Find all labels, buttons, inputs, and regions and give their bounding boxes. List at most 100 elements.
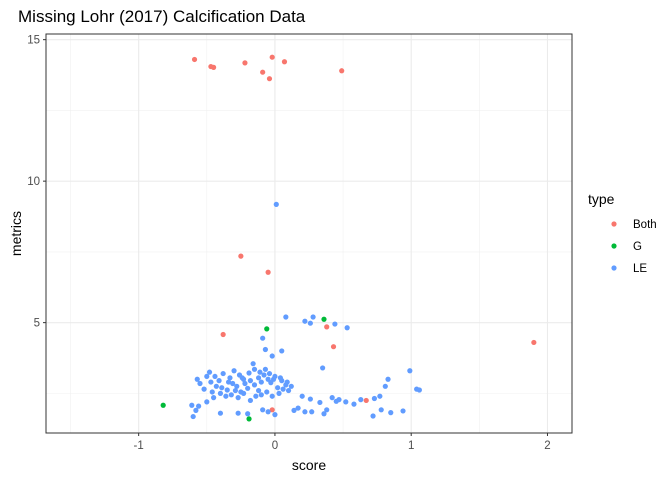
data-point-le [217, 390, 224, 396]
data-point-le [240, 390, 247, 396]
data-point-le [217, 410, 224, 416]
data-point-le [235, 395, 241, 401]
legend-key-both [611, 221, 617, 227]
data-point-le [220, 370, 226, 377]
data-point-le [261, 372, 267, 378]
data-point-le [219, 385, 225, 391]
data-point-le [247, 378, 254, 384]
data-point-le [193, 407, 199, 413]
x-tick-label: 0 [272, 440, 278, 452]
data-point-le [264, 389, 270, 395]
data-point-both [531, 339, 537, 346]
data-point-le [277, 375, 283, 381]
data-point-le [227, 375, 233, 381]
data-point-le [332, 321, 338, 327]
data-point-le [302, 409, 308, 415]
data-point-le [344, 325, 350, 331]
data-point-le [358, 397, 364, 403]
data-point-le [333, 398, 339, 404]
data-point-le [230, 380, 236, 387]
data-point-le [329, 395, 335, 401]
data-point-le [253, 393, 259, 399]
data-point-le [212, 373, 218, 380]
data-point-both [269, 54, 275, 60]
x-tick-label: -1 [134, 440, 144, 452]
data-point-le [251, 366, 258, 372]
data-point-le [255, 387, 262, 394]
x-tick-label: 1 [408, 440, 414, 452]
data-point-le [307, 320, 313, 326]
data-point-le [255, 375, 262, 381]
x-tick-label: 2 [544, 440, 550, 452]
data-point-le [226, 379, 232, 385]
data-point-le [258, 392, 264, 398]
legend-key-g [611, 243, 617, 249]
data-point-both [363, 397, 369, 404]
data-point-le [388, 410, 394, 416]
data-point-both [266, 76, 273, 82]
data-point-both [265, 269, 271, 275]
data-point-g [160, 402, 166, 408]
data-point-le [228, 392, 234, 398]
data-point-le [224, 387, 230, 393]
legend-key-le [611, 265, 617, 271]
data-point-le [204, 399, 210, 405]
data-point-le [382, 383, 388, 389]
data-point-le [239, 375, 245, 381]
data-point-le [231, 368, 237, 374]
data-point-both [191, 56, 198, 63]
data-point-le [209, 389, 215, 395]
data-point-le [378, 407, 384, 413]
y-tick-label: 15 [27, 35, 40, 47]
data-point-le [283, 314, 289, 320]
data-point-both [269, 407, 275, 413]
data-point-le [206, 369, 213, 375]
data-point-le [242, 380, 248, 387]
data-point-both [220, 331, 226, 338]
data-point-le [324, 407, 330, 413]
data-point-le [291, 407, 297, 413]
data-point-le [194, 376, 200, 382]
data-point-le [320, 365, 326, 371]
data-point-le [245, 411, 251, 417]
data-point-le [251, 382, 258, 388]
data-point-le [265, 409, 271, 415]
data-point-le [270, 376, 277, 382]
panel-border [45, 33, 573, 434]
data-point-le [416, 387, 422, 393]
chart-title: Missing Lohr (2017) Calcification Data [18, 7, 306, 26]
data-point-le [343, 399, 349, 405]
data-point-le [257, 369, 263, 375]
data-point-le [385, 376, 391, 382]
data-point-le [280, 386, 286, 392]
data-point-le [309, 409, 315, 415]
data-point-le [223, 393, 229, 399]
data-point-le [262, 346, 268, 353]
data-point-le [377, 393, 383, 399]
data-point-le [266, 370, 273, 377]
data-point-g [246, 416, 252, 422]
y-axis-ticks: 5 10 15 [27, 35, 46, 330]
y-tick-label: 10 [27, 176, 40, 188]
data-point-le [276, 390, 282, 396]
data-point-le [245, 385, 251, 391]
data-point-le [250, 361, 256, 367]
grid-major [46, 34, 572, 433]
data-point-both [242, 60, 248, 66]
grid-minor [46, 34, 572, 433]
data-point-le [295, 405, 301, 411]
data-point-le [235, 410, 241, 416]
data-point-le [275, 385, 281, 391]
data-point-le [247, 397, 254, 404]
data-point-le [400, 408, 406, 414]
data-point-le [201, 386, 207, 392]
y-axis-title: metrics [8, 211, 24, 256]
data-point-le [371, 395, 378, 402]
data-point-le [307, 396, 313, 402]
data-point-le [269, 393, 275, 399]
data-point-le [273, 201, 279, 207]
data-point-both [211, 64, 217, 70]
data-point-le [262, 366, 268, 372]
data-point-le [258, 379, 264, 385]
data-point-le [234, 383, 240, 389]
